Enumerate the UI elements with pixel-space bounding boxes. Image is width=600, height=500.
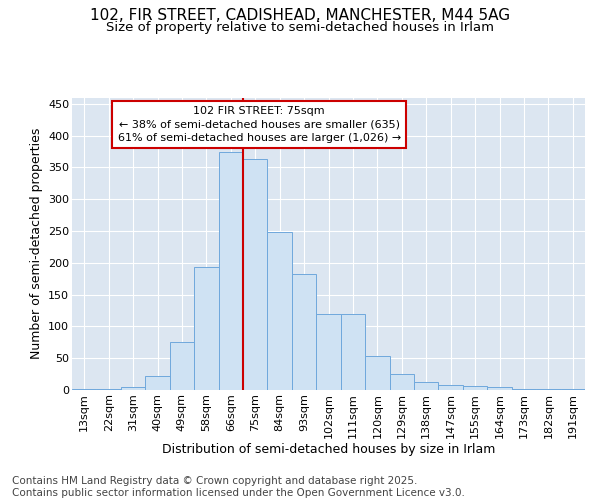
Bar [316, 314, 341, 390]
Text: Size of property relative to semi-detached houses in Irlam: Size of property relative to semi-detach… [106, 21, 494, 34]
Bar [121, 387, 145, 390]
Bar [72, 388, 97, 390]
Y-axis label: Number of semi-detached properties: Number of semi-detached properties [29, 128, 43, 360]
Bar [439, 385, 463, 390]
Text: 102, FIR STREET, CADISHEAD, MANCHESTER, M44 5AG: 102, FIR STREET, CADISHEAD, MANCHESTER, … [90, 8, 510, 22]
Bar [268, 232, 292, 390]
Bar [170, 342, 194, 390]
Bar [218, 152, 243, 390]
Bar [463, 386, 487, 390]
X-axis label: Distribution of semi-detached houses by size in Irlam: Distribution of semi-detached houses by … [162, 444, 495, 456]
Text: 102 FIR STREET: 75sqm
← 38% of semi-detached houses are smaller (635)
61% of sem: 102 FIR STREET: 75sqm ← 38% of semi-deta… [118, 106, 401, 142]
Bar [194, 268, 218, 390]
Bar [487, 387, 512, 390]
Bar [145, 376, 170, 390]
Bar [389, 374, 414, 390]
Bar [512, 388, 536, 390]
Bar [243, 159, 268, 390]
Bar [414, 382, 439, 390]
Bar [292, 274, 316, 390]
Bar [536, 388, 560, 390]
Text: Contains HM Land Registry data © Crown copyright and database right 2025.
Contai: Contains HM Land Registry data © Crown c… [12, 476, 465, 498]
Bar [365, 356, 389, 390]
Bar [341, 314, 365, 390]
Bar [97, 388, 121, 390]
